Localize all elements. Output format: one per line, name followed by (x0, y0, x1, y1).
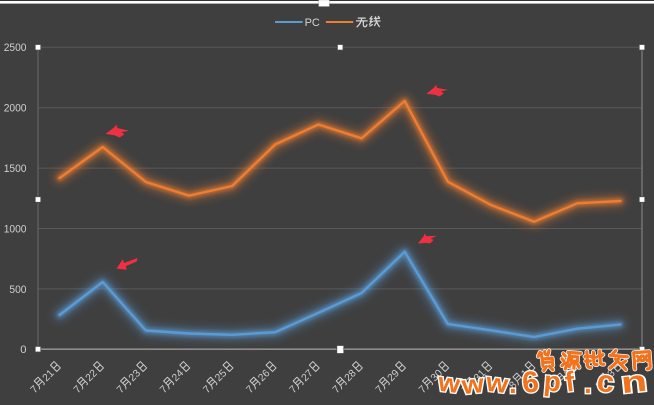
svg-text:w: w (459, 368, 486, 400)
svg-text:6: 6 (521, 365, 541, 399)
svg-text:2500: 2500 (4, 42, 27, 54)
svg-text:.: . (509, 368, 517, 399)
svg-text:1000: 1000 (4, 223, 27, 235)
svg-text:.: . (584, 368, 592, 399)
svg-text:w: w (483, 367, 510, 400)
svg-text:w: w (435, 367, 462, 400)
svg-text:n: n (619, 365, 648, 401)
svg-text:0: 0 (20, 344, 26, 356)
svg-text:1500: 1500 (4, 163, 27, 175)
svg-text:c: c (595, 363, 616, 400)
svg-text:500: 500 (9, 284, 26, 296)
svg-text:2000: 2000 (4, 103, 27, 115)
svg-text:p: p (543, 365, 563, 397)
svg-text:PC: PC (305, 17, 320, 29)
